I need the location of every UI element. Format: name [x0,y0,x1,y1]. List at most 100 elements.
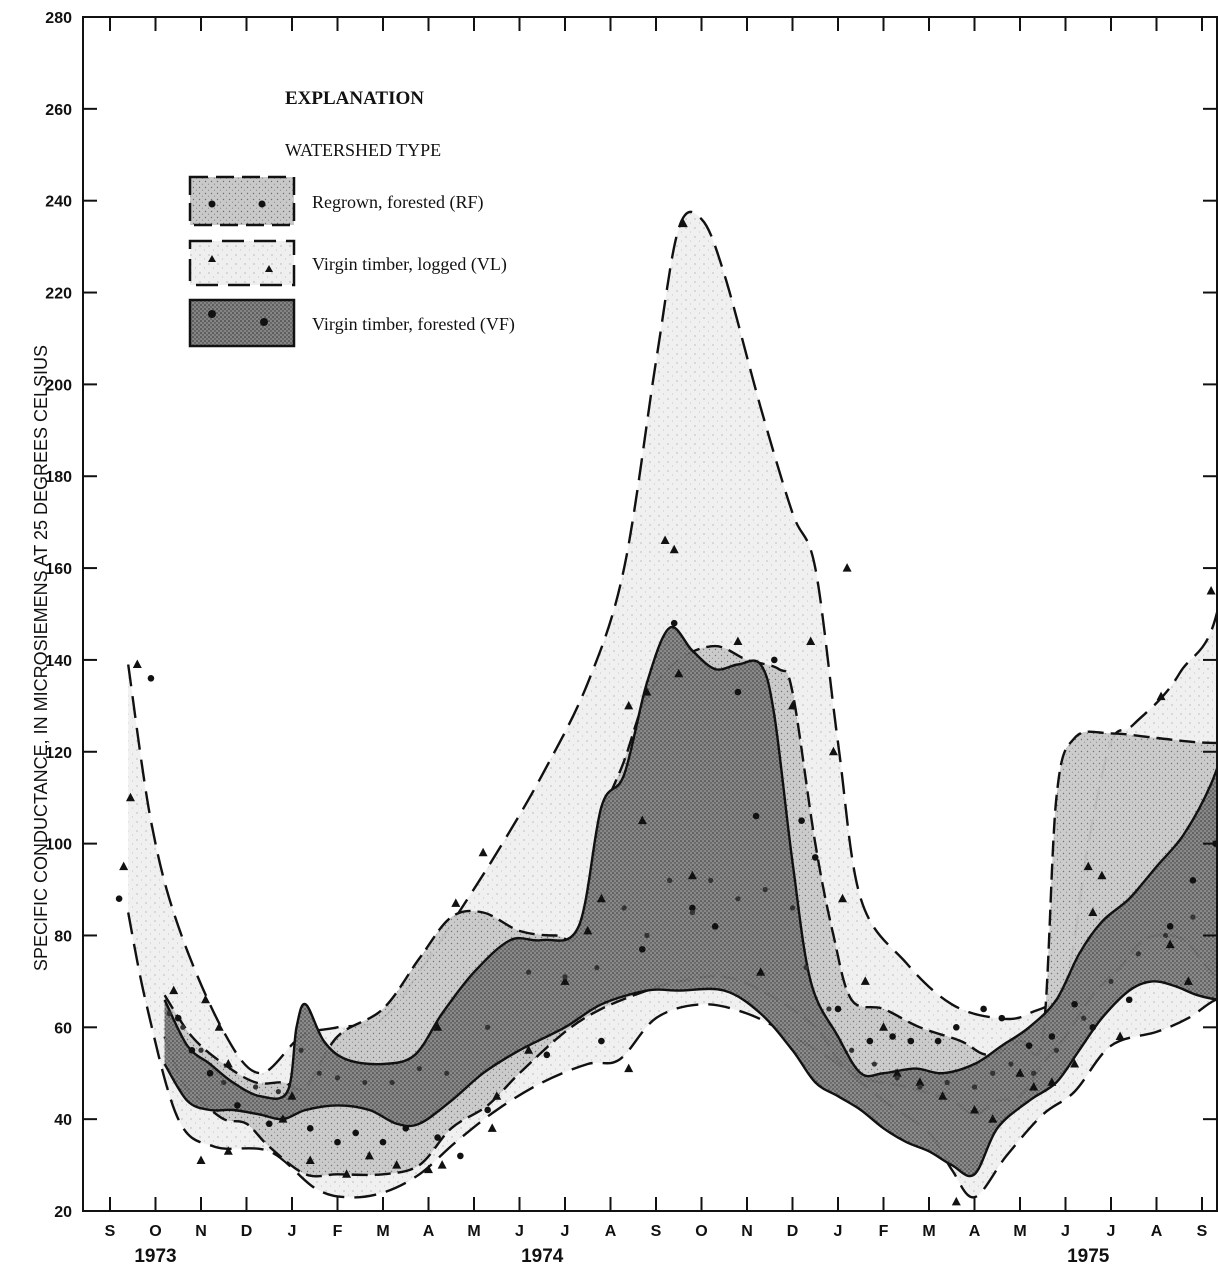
vl-point [278,1114,288,1123]
vl-point [1088,907,1098,916]
vl-point [364,1150,374,1160]
vl-point [125,792,135,802]
y-axis-label: SPECIFIC CONDUCTANCE, IN MICROSIEMENS AT… [31,345,51,971]
axis-layer: 20 40 60 80 100 120 140 160 180 200 220 240 260 280 S O… [45,10,1217,1267]
rf-point [334,1138,341,1146]
band-rf-upper-line [163,644,1218,1091]
x-tick-label: M [922,1223,935,1240]
vf-point [594,965,600,971]
points-layer [115,218,1218,1206]
vl-point [492,1091,502,1100]
legend-label-rf: Regrown, forested (RF) [312,192,483,213]
band-vf-upper-line [163,625,1218,1100]
vl-point [1070,1059,1080,1068]
vl-point [196,1155,206,1164]
y-tick-label: 280 [45,10,72,27]
y-tick-label: 220 [45,286,72,303]
vl-point [951,1196,961,1206]
vf-point [416,1066,422,1072]
y-tick-label: 180 [45,469,72,486]
rf-point [1089,1024,1097,1031]
vf-point [621,905,627,911]
year-label: 1973 [134,1246,176,1267]
vl-point [596,893,606,903]
vf-point [316,1070,322,1076]
vf-point [644,932,650,939]
legend: EXPLANATION WATERSHED TYPE Regrown, fore… [188,88,515,348]
vf-point [562,974,568,980]
plot-frame [82,16,1218,1212]
legend-marker-rf-2 [258,200,266,208]
x-tick-label: N [195,1223,207,1240]
x-tick-label: N [741,1223,753,1240]
x-tick-label: A [969,1223,981,1240]
x-tick-label: O [149,1223,161,1240]
vl-point [132,659,142,669]
vf-point [221,1079,227,1086]
legend-subtitle: WATERSHED TYPE [285,140,441,160]
legend-entry-vf: Virgin timber, forested (VF) [188,298,515,348]
rf-point [1025,1042,1033,1049]
vf-point [180,1024,186,1030]
vf-point [485,1024,491,1030]
rf-point [434,1134,441,1141]
vl-point [687,870,697,880]
vl-point [433,1022,443,1031]
vf-point [1135,951,1141,957]
vf-point [362,1079,368,1086]
rf-point [998,1014,1006,1022]
vf-point [275,1089,281,1095]
x-tick-label: J [288,1223,297,1240]
rf-point [206,1069,214,1077]
vl-point [842,563,852,572]
vf-point [762,886,768,893]
vf-point [990,1070,996,1076]
vl-point [214,1022,224,1031]
y-tick-label: 240 [45,194,72,211]
rf-point [115,895,123,903]
x-tick-label: S [105,1223,116,1240]
vf-point [444,1070,450,1076]
legend-marker-vf-2 [260,318,268,326]
vl-point [478,847,488,857]
rf-point [598,1037,605,1045]
vl-point [392,1160,402,1169]
x-tick-label: D [241,1223,253,1240]
vl-point [806,636,816,646]
year-label: 1975 [1067,1246,1110,1267]
vl-point [938,1091,948,1100]
rf-point [953,1024,960,1031]
x-tick-label: M [376,1223,389,1240]
x-tick-label: O [695,1223,707,1240]
vl-point [524,1045,534,1054]
rf-point [484,1106,491,1114]
band-vf-lower-line [163,980,1218,1178]
vl-point [838,893,848,903]
rf-point [379,1138,387,1146]
vl-point [1047,1077,1057,1086]
vf-point [166,1010,172,1017]
legend-label-vl: Virgin timber, logged (VL) [312,254,507,275]
rf-point [811,854,819,861]
vl-point [424,1164,433,1174]
band-vl-lower-line [127,912,1218,1199]
legend-marker-vl-1 [208,255,216,262]
vf-point [334,1075,341,1081]
legend-marker-rf-1 [208,200,216,208]
vl-point [1083,861,1093,871]
vf-point [971,1084,978,1090]
vl-point [788,700,797,710]
vf-point [894,1075,900,1081]
rf-point [1071,1001,1078,1008]
vl-point [342,1169,352,1178]
x-tick-label: J [515,1223,524,1240]
x-tick-label: A [423,1223,435,1240]
vl-point [1115,1031,1125,1040]
legend-swatch-rf [188,175,296,227]
vl-point [879,1022,888,1031]
vl-point [119,861,129,871]
vf-point [708,877,714,883]
vl-point [970,1104,979,1114]
rf-point [352,1129,360,1137]
legend-swatch-vl [188,239,296,287]
